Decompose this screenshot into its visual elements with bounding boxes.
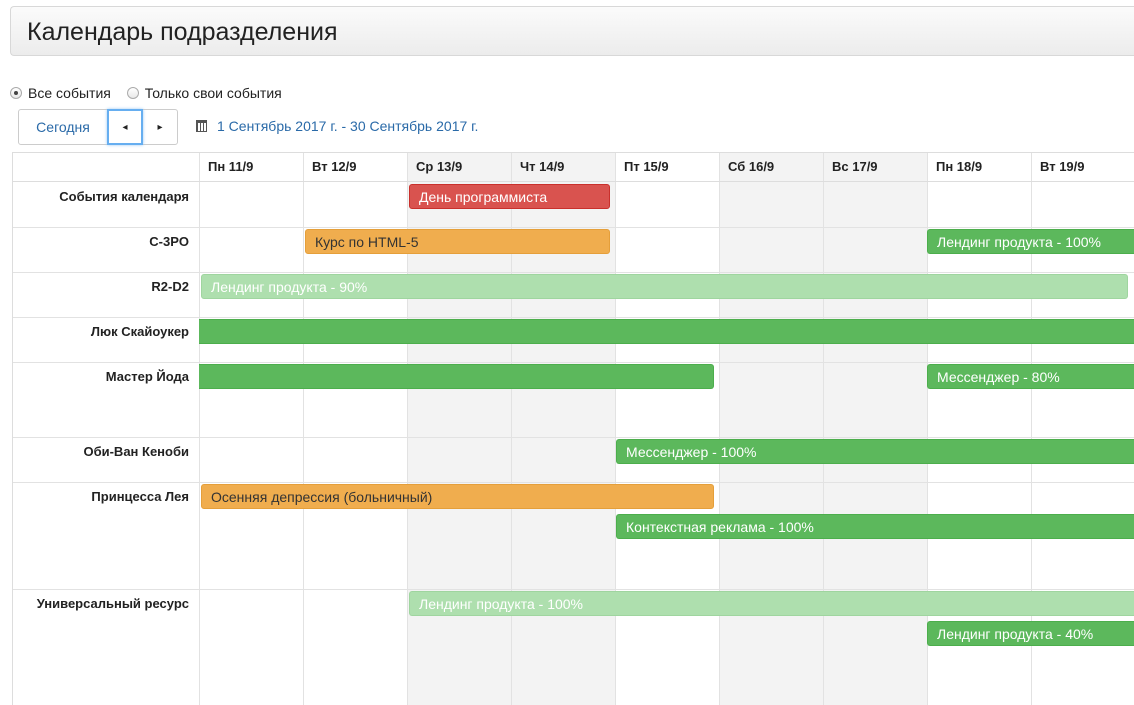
day-header: Чт 14/9 (520, 159, 565, 174)
row-divider (13, 589, 1134, 590)
day-column[interactable] (927, 153, 1032, 705)
event-bar[interactable]: Контекстная реклама - 100% (616, 514, 1134, 539)
day-column[interactable] (199, 153, 304, 705)
event-bar[interactable]: Лендинг продукта - 90% (201, 274, 1128, 299)
filter-own-events-label: Только свои события (144, 85, 282, 101)
resource-label: Мастер Йода (105, 369, 189, 384)
event-bar[interactable] (199, 364, 714, 389)
day-header: Пн 11/9 (208, 159, 254, 174)
resource-label: Принцесса Лея (91, 489, 189, 504)
radio-own-events[interactable] (126, 87, 139, 99)
filter-all-events-label: Все события (28, 85, 111, 101)
filter-all-events[interactable]: Все события (10, 85, 111, 101)
day-header: Ср 13/9 (416, 159, 463, 174)
event-bar[interactable] (199, 319, 1134, 344)
event-bar[interactable]: Лендинг продукта - 100% (927, 229, 1134, 254)
next-period-button[interactable]: ▸ (142, 109, 178, 145)
event-filter: Все события Только свои события (10, 85, 294, 102)
resource-label: Оби-Ван Кеноби (83, 444, 189, 459)
date-range-link[interactable]: 1 Сентябрь 2017 г. - 30 Сентябрь 2017 г. (196, 118, 478, 134)
resource-label: События календаря (59, 189, 189, 204)
resource-label: C-3PO (149, 234, 189, 249)
event-bar[interactable]: Лендинг продукта - 100% (409, 591, 1134, 616)
event-bar[interactable]: Лендинг продукта - 40% (927, 621, 1134, 646)
event-bar[interactable]: Курс по HTML-5 (305, 229, 610, 254)
day-header: Вт 19/9 (1040, 159, 1085, 174)
event-bar[interactable]: Мессенджер - 80% (927, 364, 1134, 389)
prev-period-button[interactable]: ◂ (107, 109, 143, 145)
day-header: Вс 17/9 (832, 159, 878, 174)
resource-label: Универсальный ресурс (36, 596, 189, 611)
day-column[interactable] (719, 153, 824, 705)
day-header: Пт 15/9 (624, 159, 669, 174)
filter-own-events[interactable]: Только свои события (126, 85, 282, 101)
event-bar[interactable]: День программиста (409, 184, 610, 209)
day-column[interactable] (823, 153, 928, 705)
header-divider (13, 181, 1134, 182)
event-bar[interactable]: Осенняя депрессия (больничный) (201, 484, 714, 509)
row-divider (13, 437, 1134, 438)
row-divider (13, 362, 1134, 363)
radio-all-events[interactable] (10, 87, 22, 99)
row-divider (13, 317, 1134, 318)
day-column[interactable] (303, 153, 408, 705)
event-bar[interactable]: Мессенджер - 100% (616, 439, 1134, 464)
resource-label: R2-D2 (151, 279, 189, 294)
day-column[interactable] (1031, 153, 1134, 705)
day-header: Пн 18/9 (936, 159, 983, 174)
day-header: Вт 12/9 (312, 159, 357, 174)
resource-label: Люк Скайоукер (90, 324, 189, 339)
row-divider (13, 227, 1134, 228)
next-arrow-icon: ▸ (157, 121, 163, 133)
day-header: Сб 16/9 (728, 159, 775, 174)
day-column[interactable] (615, 153, 720, 705)
today-button[interactable]: Сегодня (18, 109, 108, 145)
calendar-icon (196, 120, 207, 132)
row-divider (13, 482, 1134, 483)
page-header: Календарь подразделения (10, 6, 1134, 56)
resource-calendar-grid: Пн 11/9 Вт 12/9 Ср 13/9 Чт 14/9 Пт 15/9 … (12, 152, 1134, 705)
prev-arrow-icon: ◂ (122, 121, 128, 133)
date-range-text: 1 Сентябрь 2017 г. - 30 Сентябрь 2017 г. (217, 118, 479, 134)
row-divider (13, 272, 1134, 273)
page-title: Календарь подразделения (27, 18, 338, 46)
